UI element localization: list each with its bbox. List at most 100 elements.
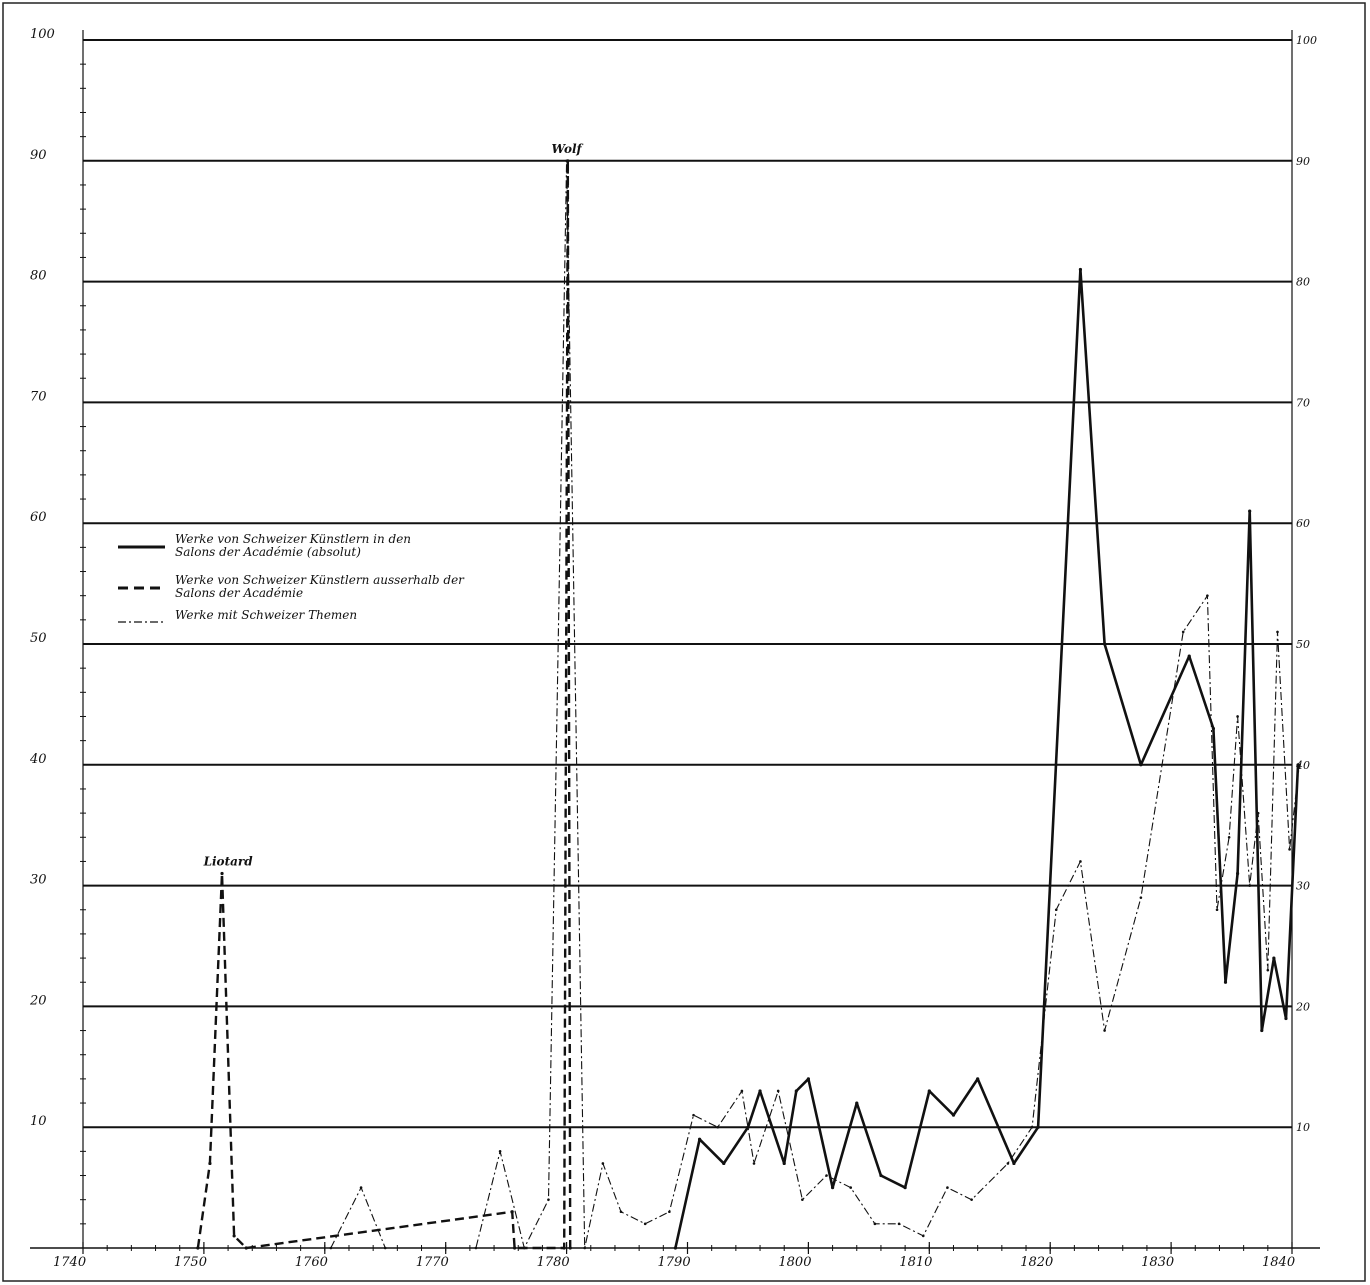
data-point-solid xyxy=(758,1089,762,1093)
data-point-solid xyxy=(746,1125,750,1129)
data-point-solid xyxy=(1078,267,1083,272)
data-point-solid xyxy=(697,1137,702,1141)
data-point-dash-dot xyxy=(1181,630,1185,634)
data-point-dash-dot xyxy=(873,1222,877,1226)
y-tick-label-right-30: 30 xyxy=(1296,880,1310,893)
legend-label-solid: Werke von Schweizer Künstlern in den Sal… xyxy=(175,532,415,559)
data-point-solid xyxy=(722,1161,726,1166)
data-point-solid xyxy=(951,1113,956,1117)
x-tick-label-1790: 1790 xyxy=(658,1255,691,1270)
data-point-dash-dot xyxy=(1103,1029,1106,1032)
legend-label-solid-text: Werke von Schweizer Künstlern in den xyxy=(175,532,411,546)
data-point-dashed xyxy=(196,1246,200,1250)
data-point-dash-dot xyxy=(692,1113,695,1117)
series-line-solid xyxy=(674,268,1300,1249)
data-point-dash-dot xyxy=(776,1089,780,1093)
data-point-solid xyxy=(1284,1016,1288,1021)
data-point-dash-dot xyxy=(1297,763,1301,767)
y-tick-label-right-80: 80 xyxy=(1296,276,1310,289)
data-point-dash-dot xyxy=(716,1125,720,1129)
data-point-dash-dot xyxy=(474,1246,478,1250)
data-point-dashed xyxy=(513,1246,517,1250)
y-tick-label-right-60: 60 xyxy=(1296,517,1310,530)
x-tick-label-1770: 1770 xyxy=(416,1255,449,1270)
data-point-solid xyxy=(1103,642,1107,646)
data-point-dash-dot xyxy=(329,1246,333,1250)
data-point-dashed xyxy=(244,1246,248,1250)
data-point-solid xyxy=(1260,1028,1264,1033)
data-point-dash-dot xyxy=(1030,1125,1034,1129)
data-point-dashed xyxy=(510,1210,514,1214)
data-point-dash-dot xyxy=(1276,630,1279,634)
data-point-dash-dot xyxy=(522,1246,526,1250)
y-tick-label-left-90: 90 xyxy=(30,148,47,163)
data-point-solid xyxy=(927,1089,931,1093)
y-tick-label-right-100: 100 xyxy=(1296,34,1317,47)
x-tick-label-1820: 1820 xyxy=(1020,1255,1053,1270)
y-tick-label-left-10: 10 xyxy=(30,1114,47,1129)
data-point-dash-dot xyxy=(921,1234,925,1238)
data-point-dash-dot xyxy=(1236,715,1239,718)
data-point-solid xyxy=(1223,980,1228,984)
axes xyxy=(30,30,1320,1251)
data-point-solid xyxy=(1211,726,1216,731)
data-point-solid xyxy=(879,1173,883,1178)
y-tick-label-right-50: 50 xyxy=(1296,638,1310,651)
x-tick-label-1780: 1780 xyxy=(537,1255,570,1270)
data-point-solid xyxy=(806,1077,811,1081)
data-point-solid xyxy=(794,1089,798,1093)
legend-label-dashdot-text: Werke mit Schweizer Themen xyxy=(175,608,357,622)
data-point-dash-dot xyxy=(1139,896,1143,899)
data-point-dash-dot xyxy=(1054,908,1058,912)
data-point-dash-dot xyxy=(1248,884,1251,887)
data-series xyxy=(196,159,1301,1250)
legend-label-line2: Salons der Académie (absolut) xyxy=(175,545,361,559)
data-point-dash-dot xyxy=(619,1210,623,1214)
data-point-dash-dot xyxy=(359,1186,363,1189)
data-point-dash-dot xyxy=(1288,848,1291,851)
data-point-dash-dot xyxy=(1206,594,1209,597)
data-point-solid xyxy=(1187,654,1191,658)
annotations: Liotard Wolf xyxy=(203,142,584,869)
data-point-dashed xyxy=(562,1246,566,1250)
y-tick-label-right-90: 90 xyxy=(1296,155,1310,168)
data-point-dash-dot xyxy=(383,1246,387,1250)
data-point-dash-dot xyxy=(1006,1162,1010,1165)
data-point-dash-dot xyxy=(1227,835,1231,839)
data-point-dashed xyxy=(568,1246,572,1250)
x-tick-label-1830: 1830 xyxy=(1141,1255,1174,1270)
data-point-solid xyxy=(1272,956,1276,960)
data-point-solid xyxy=(976,1077,980,1081)
series-line-dash-dot xyxy=(330,160,1300,1249)
y-tick-label-right-10: 10 xyxy=(1296,1121,1310,1134)
data-point-solid xyxy=(903,1186,907,1190)
y-tick-label-left-40: 40 xyxy=(29,752,47,767)
data-point-dash-dot xyxy=(1215,908,1219,912)
data-point-solid xyxy=(782,1161,786,1166)
data-point-dash-dot xyxy=(825,1174,828,1177)
legend-label-dashdot: Werke mit Schweizer Themen xyxy=(175,608,357,622)
y-tick-label-left-20: 20 xyxy=(29,993,47,1008)
legend-label-dashed-text: Werke von Schweizer Künstlern ausserhalb… xyxy=(175,573,465,587)
data-point-solid xyxy=(1139,763,1143,767)
x-tick-label-1800: 1800 xyxy=(778,1255,811,1270)
grid-lines xyxy=(83,39,1292,1129)
series-line-dashed xyxy=(196,159,572,1250)
legend: Werke von Schweizer Künstlern in den Sal… xyxy=(118,532,465,623)
x-tick-label-1760: 1760 xyxy=(295,1255,328,1270)
y-tick-label-right-70: 70 xyxy=(1296,396,1310,409)
y-tick-label-left-100: 100 xyxy=(30,27,55,42)
y-tick-label-left-80: 80 xyxy=(30,269,47,284)
data-point-dash-dot xyxy=(601,1162,605,1165)
data-point-dash-dot xyxy=(643,1222,647,1226)
data-point-solid xyxy=(673,1246,678,1250)
data-point-dash-dot xyxy=(498,1150,502,1153)
x-tick-label-1810: 1810 xyxy=(899,1255,932,1270)
data-point-dash-dot xyxy=(1079,860,1082,863)
data-point-dash-dot xyxy=(849,1186,853,1189)
data-point-solid xyxy=(1012,1161,1016,1166)
data-point-dash-dot xyxy=(946,1186,949,1189)
data-point-solid xyxy=(855,1101,859,1105)
x-tick-label-1740: 1740 xyxy=(53,1255,86,1270)
